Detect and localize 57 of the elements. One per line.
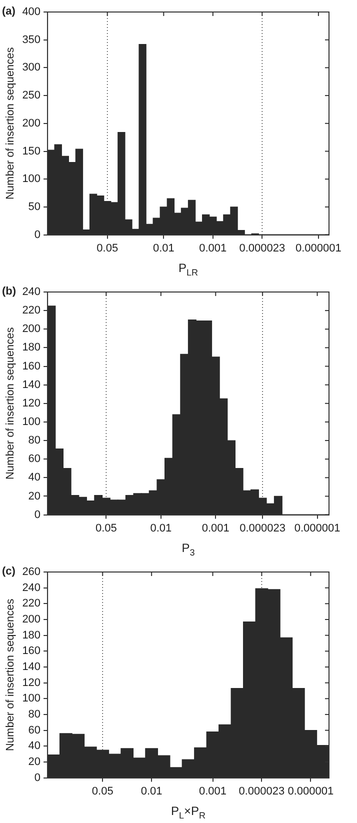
y-tick-label: 200 xyxy=(22,117,41,130)
y-axis-title: Number of insertion sequences xyxy=(4,46,17,200)
chart-title: (a) xyxy=(2,6,16,18)
y-tick-label: 150 xyxy=(22,145,41,158)
y-tick-label: 180 xyxy=(22,342,41,354)
x-tick-label: 0.01 xyxy=(150,522,172,534)
y-tick-label: 350 xyxy=(22,34,41,46)
y-tick-label: 60 xyxy=(28,724,41,736)
y-axis-title: Number of insertion sequences xyxy=(4,326,17,480)
y-tick-label: 160 xyxy=(22,360,41,372)
x-tick-label: 0.000023 xyxy=(238,785,285,798)
y-tick-label: 260 xyxy=(22,566,41,578)
x-tick-label: 0.05 xyxy=(95,522,117,534)
x-tick-label: 0.001 xyxy=(202,522,230,534)
y-tick-label: 40 xyxy=(28,472,41,484)
x-tick-label: 0.001 xyxy=(198,785,227,798)
y-tick-label: 100 xyxy=(22,416,41,428)
y-tick-label: 240 xyxy=(22,582,41,594)
y-tick-label: 20 xyxy=(28,756,41,768)
chart-title: (c) xyxy=(2,566,16,578)
y-tick-label: 400 xyxy=(22,6,41,18)
y-tick-label: 50 xyxy=(28,200,41,213)
x-tick-label: 0.01 xyxy=(152,242,174,254)
y-tick-label: 0 xyxy=(34,508,41,521)
x-tick-label: 0.001 xyxy=(199,242,227,254)
y-tick-label: 220 xyxy=(22,304,41,317)
y-tick-label: 140 xyxy=(22,661,41,674)
y-tick-label: 100 xyxy=(22,173,41,186)
y-tick-label: 180 xyxy=(22,629,41,642)
y-axis-title: Number of insertion sequences xyxy=(4,598,17,752)
x-tick-label: 0.000001 xyxy=(296,242,342,254)
x-tick-label: 0.000023 xyxy=(239,242,286,254)
y-tick-label: 100 xyxy=(22,692,41,705)
x-tick-label: 0.000001 xyxy=(294,522,340,534)
y-tick-label: 40 xyxy=(28,740,41,752)
y-tick-label: 200 xyxy=(22,323,41,336)
y-tick-label: 0 xyxy=(34,228,41,241)
y-tick-label: 250 xyxy=(22,90,41,102)
y-tick-label: 120 xyxy=(22,397,41,410)
y-tick-label: 220 xyxy=(22,598,41,610)
y-tick-label: 80 xyxy=(28,708,41,721)
y-tick-label: 160 xyxy=(22,645,41,658)
y-tick-label: 60 xyxy=(28,453,41,466)
y-tick-label: 200 xyxy=(22,614,41,626)
x-tick-label: 0.000023 xyxy=(240,522,286,534)
x-tick-label: 0.000001 xyxy=(288,785,334,798)
y-tick-label: 0 xyxy=(34,772,41,784)
y-tick-label: 300 xyxy=(22,62,41,74)
y-tick-label: 140 xyxy=(22,378,41,391)
y-tick-label: 120 xyxy=(22,676,41,689)
x-tick-label: 0.01 xyxy=(140,785,162,798)
y-tick-label: 20 xyxy=(28,490,41,502)
chart-title: (b) xyxy=(2,286,16,298)
y-tick-label: 240 xyxy=(22,286,41,298)
x-tick-label: 0.05 xyxy=(92,785,114,798)
y-tick-label: 80 xyxy=(28,434,41,447)
x-tick-label: 0.05 xyxy=(96,242,118,254)
